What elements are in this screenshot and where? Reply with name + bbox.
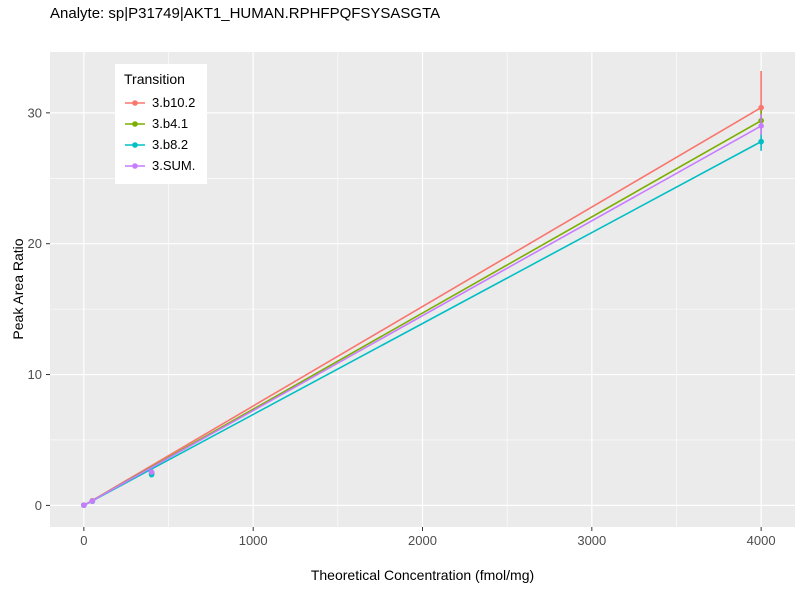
x-tick-label: 4000 [747,533,776,548]
legend-items: 3.b10.2 3.b4.1 3.b8.2 3.SUM. [124,92,195,176]
data-point [758,138,764,145]
major-gridlines [50,52,795,527]
x-axis-label: Theoretical Concentration (fmol/mg) [310,567,535,583]
legend-item-label: 3.b8.2 [152,137,189,152]
data-point [89,498,96,504]
chart-title: Analyte: sp|P31749|AKT1_HUMAN.RPHFPQFSYS… [50,5,441,22]
legend-title: Transition [124,71,185,87]
y-axis-label: Peak Area Ratio [10,238,26,340]
legend-key-icon [125,99,145,106]
x-tick-label: 3000 [577,533,606,548]
x-tick-label: 2000 [408,533,437,548]
legend-item-3.SUM.: 3.SUM. [124,155,195,176]
legend-item-label: 3.b4.1 [152,116,189,131]
legend-item-label: 3.b10.2 [152,95,196,110]
series-3.SUM. [81,114,764,508]
y-tick-label: 10 [28,367,42,382]
y-tick-label: 20 [28,236,42,251]
legend-item-3.b4.1: 3.b4.1 [124,113,195,134]
legend-key-icon [125,120,145,127]
legend-item-3.b10.2: 3.b10.2 [124,92,195,113]
y-tick-label: 30 [28,105,42,120]
legend-item-3.b8.2: 3.b8.2 [124,134,195,155]
x-tick-label: 0 [80,533,87,548]
axis-tick-labels: 0 10 20 30 0 1000 2000 3000 4000 [28,105,776,548]
data-point [758,123,764,129]
legend-key-icon [125,162,145,169]
axis-ticks [46,112,762,531]
legend-key-icon [125,141,145,148]
y-tick-label: 0 [35,498,42,513]
series-line [83,140,762,507]
data-point [148,469,155,475]
series-line [83,125,762,507]
legend-item-label: 3.SUM. [152,158,196,173]
series-line [83,106,762,507]
data-point [81,502,87,508]
legend: Transition 3.b10.2 3.b4.1 3.b8.2 3.SUM. [115,64,208,184]
data-point [758,104,764,111]
x-tick-label: 1000 [239,533,268,548]
